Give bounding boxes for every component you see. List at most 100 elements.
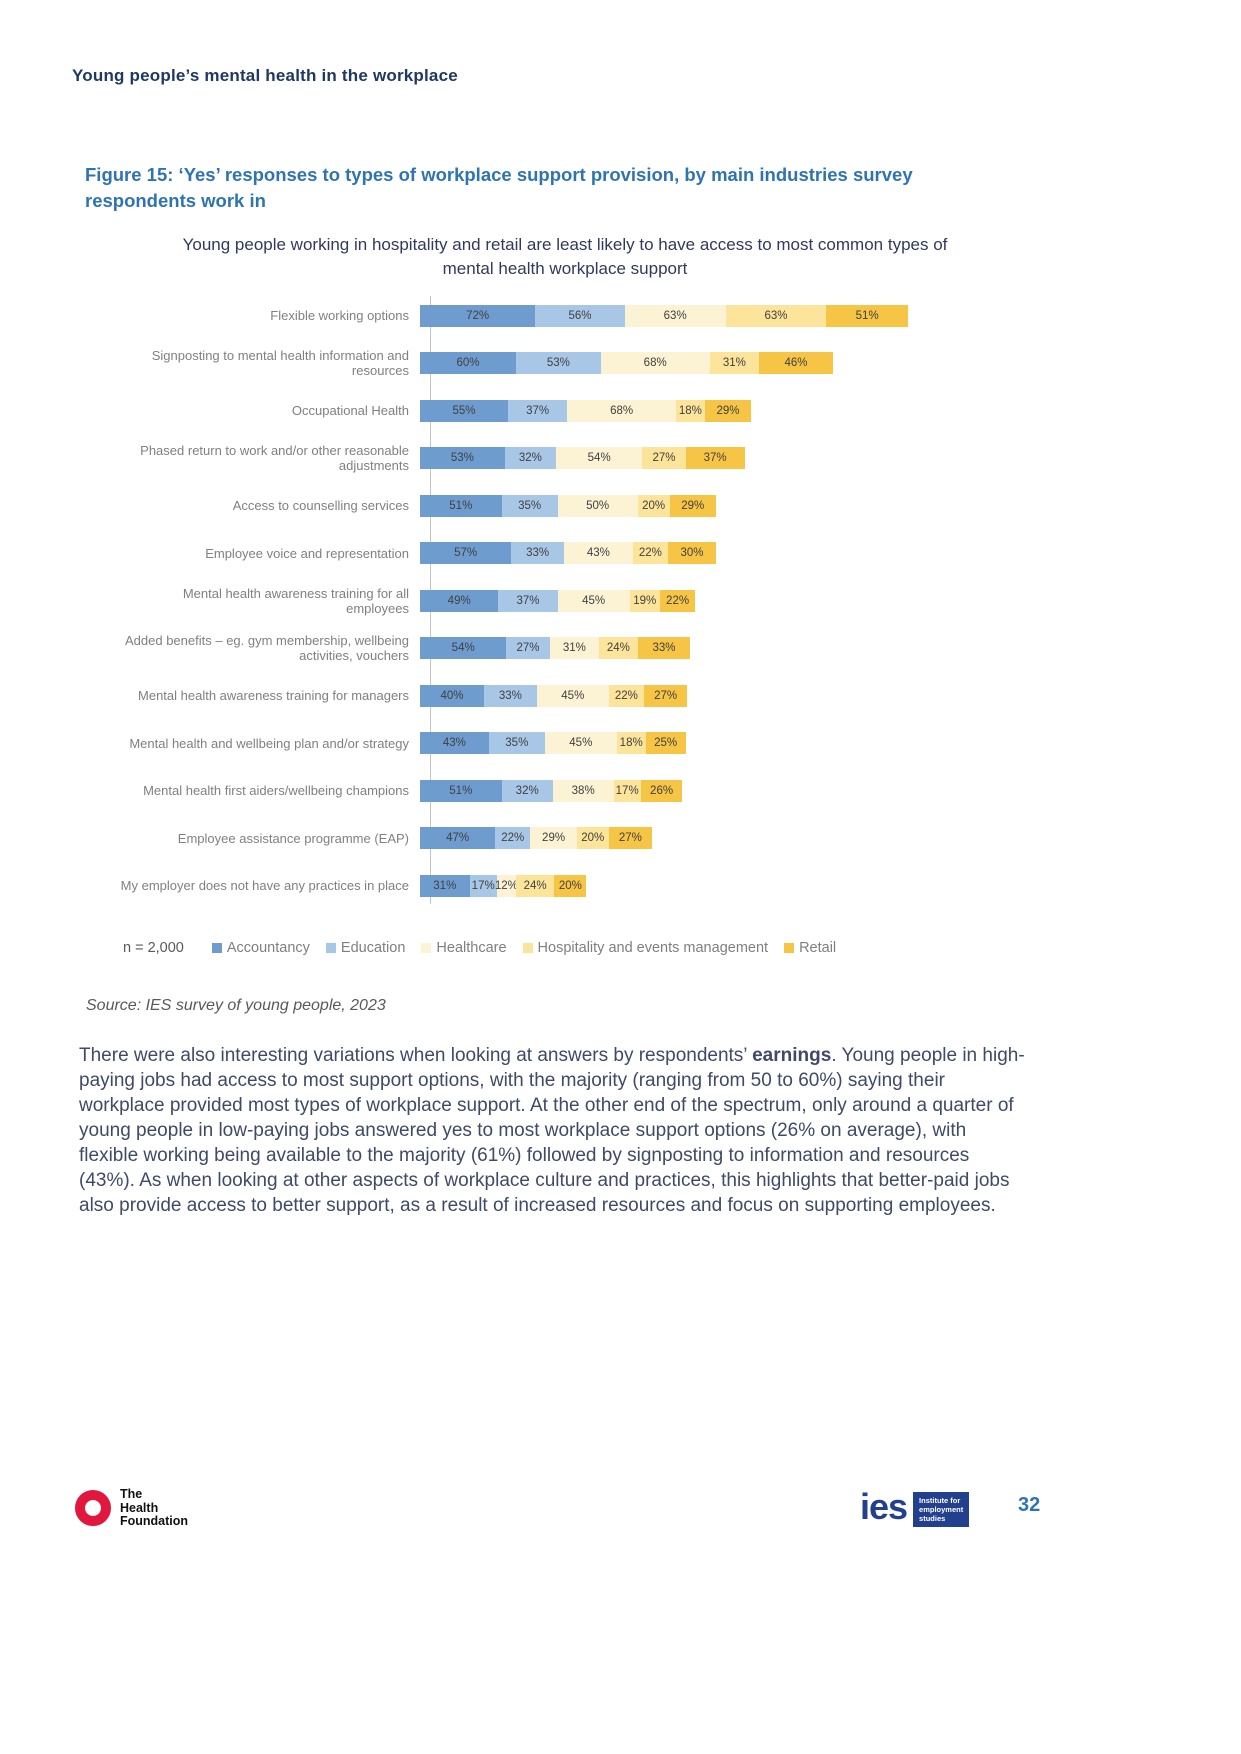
legend-label: Retail [799, 940, 837, 956]
segment-value: 56% [568, 309, 592, 322]
bar-segment-retail: 27% [608, 827, 652, 850]
row-label: Mental health first aiders/wellbeing cha… [143, 783, 409, 799]
bar-segment-hospitality-and-events-management: 19% [629, 589, 660, 612]
bar-segment-accountancy: 31% [420, 874, 470, 897]
segment-value: 72% [466, 309, 490, 322]
segment-value: 38% [571, 784, 595, 797]
segment-value: 18% [678, 404, 702, 417]
segment-value: 20% [581, 832, 605, 845]
bar-segment-accountancy: 47% [420, 827, 496, 850]
ies-logo-text: Institute for employment studies [913, 1492, 970, 1527]
segment-value: 63% [764, 309, 788, 322]
sample-size-label: n = 2,000 [123, 940, 184, 956]
row-label: Occupational Health [291, 403, 409, 419]
bar-segment-healthcare: 45% [536, 684, 609, 707]
bar-stack: 31% 17% 12% 24% 20% [420, 874, 587, 897]
segment-value: 54% [451, 642, 475, 655]
segment-value: 33% [652, 642, 676, 655]
ies-wordmark: ies [860, 1486, 908, 1527]
segment-value: 47% [446, 832, 470, 845]
segment-value: 12% [494, 879, 518, 892]
legend-swatch-icon [522, 943, 533, 953]
segment-value: 29% [542, 832, 566, 845]
segment-value: 24% [523, 879, 547, 892]
chart-rows: Flexible working options 72% 56% 63% 63% 51% S… [120, 292, 1140, 910]
health-foundation-ring-icon [75, 1490, 111, 1527]
figure-title: Figure 15: ‘Yes’ responses to types of w… [85, 164, 913, 211]
bar-segment-education: 37% [498, 589, 558, 612]
row-label: Employee voice and representation [205, 545, 409, 561]
segment-value: 22% [501, 832, 525, 845]
segment-value: 54% [587, 452, 611, 465]
segment-value: 24% [606, 642, 630, 655]
bar-segment-accountancy: 53% [420, 447, 505, 470]
row-label: Signposting to mental health information… [151, 348, 409, 379]
bar-segment-hospitality-and-events-management: 22% [608, 684, 644, 707]
bar-segment-accountancy: 72% [420, 304, 536, 327]
bar-segment-accountancy: 60% [420, 352, 516, 375]
chart-title: Young people working in hospitality and … [182, 235, 948, 278]
bar-segment-retail: 22% [659, 589, 696, 612]
legend-label: Hospitality and events management [537, 940, 769, 956]
segment-value: 37% [703, 452, 727, 465]
bar-segment-accountancy: 51% [420, 494, 502, 517]
chart-row: Occupational Health 55% 37% 68% 18% 29% [120, 387, 1140, 435]
bar-segment-retail: 20% [554, 874, 587, 897]
segment-value: 27% [652, 452, 676, 465]
bar-segment-healthcare: 54% [555, 447, 643, 470]
stacked-bar-chart: Flexible working options 72% 56% 63% 63% 51% S… [120, 292, 1140, 911]
bar-segment-accountancy: 43% [420, 732, 489, 755]
segment-value: 22% [666, 594, 690, 607]
bar-segment-healthcare: 43% [563, 542, 633, 565]
bar-segment-retail: 29% [704, 399, 752, 422]
segment-value: 27% [654, 689, 678, 702]
bar-stack: 53% 32% 54% 27% 37% [420, 447, 745, 470]
legend-swatch-icon [325, 943, 336, 953]
segment-value: 31% [433, 879, 457, 892]
bar-stack: 72% 56% 63% 63% 51% [420, 304, 908, 327]
bar-segment-hospitality-and-events-management: 20% [576, 827, 609, 850]
bar-segment-education: 56% [535, 304, 625, 327]
bar-stack: 55% 37% 68% 18% 29% [420, 399, 752, 422]
bar-segment-accountancy: 57% [420, 542, 512, 565]
bar-segment-healthcare: 63% [624, 304, 726, 327]
legend-label: Education [340, 940, 406, 956]
bar-segment-accountancy: 54% [420, 637, 507, 660]
bar-segment-education: 35% [501, 494, 558, 517]
segment-value: 57% [454, 547, 478, 560]
bar-stack: 51% 32% 38% 17% 26% [420, 779, 683, 802]
bar-segment-hospitality-and-events-management: 18% [675, 399, 705, 422]
segment-value: 32% [515, 784, 539, 797]
segment-value: 27% [516, 642, 540, 655]
segment-value: 20% [558, 879, 582, 892]
bar-segment-hospitality-and-events-management: 31% [709, 352, 760, 375]
bar-segment-accountancy: 51% [420, 779, 502, 802]
legend-item: Healthcare [421, 940, 507, 956]
legend-item: Hospitality and events management [522, 940, 769, 956]
bar-segment-education: 17% [469, 874, 497, 897]
bar-segment-healthcare: 12% [494, 874, 518, 897]
bar-segment-hospitality-and-events-management: 24% [515, 874, 555, 897]
row-label: Access to counselling services [232, 498, 409, 514]
bar-segment-hospitality-and-events-management: 22% [632, 542, 668, 565]
bar-stack: 43% 35% 45% 18% 25% [420, 732, 686, 755]
row-label: Mental health awareness training for all… [182, 585, 409, 616]
bar-segment-education: 32% [504, 447, 556, 470]
segment-value: 49% [447, 594, 471, 607]
row-label: Mental health awareness training for man… [138, 688, 409, 704]
chart-row: Mental health first aiders/wellbeing cha… [120, 767, 1140, 815]
chart-row: My employer does not have any practices … [120, 862, 1140, 910]
segment-value: 63% [663, 309, 687, 322]
segment-value: 17% [615, 784, 639, 797]
segment-value: 35% [518, 499, 542, 512]
segment-value: 33% [498, 689, 522, 702]
bar-segment-education: 53% [516, 352, 601, 375]
chart-row: Signposting to mental health information… [120, 340, 1140, 388]
bar-segment-education: 33% [511, 542, 564, 565]
segment-value: 51% [449, 499, 473, 512]
segment-value: 22% [614, 689, 638, 702]
bar-segment-accountancy: 49% [420, 589, 499, 612]
legend-label: Healthcare [436, 940, 507, 956]
row-label: Added benefits – eg. gym membership, wel… [125, 633, 409, 664]
health-foundation-logo: The Health Foundation [75, 1487, 188, 1529]
